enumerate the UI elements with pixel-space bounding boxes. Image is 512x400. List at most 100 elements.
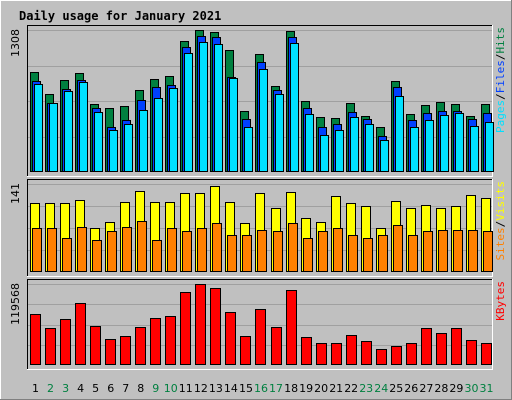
bar-sites-day-8: [137, 221, 147, 272]
bar-pages-day-12-rect: [199, 42, 208, 172]
bar-kbytes-day-4-rect: [75, 303, 86, 365]
bar-sites-day-28: [438, 230, 448, 272]
panel-max-label: 141: [9, 183, 22, 204]
day-label-21: 21: [329, 382, 343, 395]
bar-sites-day-30: [468, 230, 478, 272]
bar-kbytes-day-7-rect: [120, 336, 131, 365]
panel-kbytes: 119568 KBytes: [9, 279, 507, 370]
bar-pages-day-21: [335, 130, 344, 172]
panel-max-label: 119568: [9, 283, 22, 325]
bar-sites-day-13: [212, 223, 222, 272]
bar-sites-day-17: [273, 231, 283, 272]
legend-entry: Visits: [494, 181, 507, 221]
bar-kbytes-day-28-rect: [436, 333, 447, 365]
bar-sites-day-29-rect: [453, 230, 463, 272]
bar-pages-day-11-rect: [184, 53, 193, 172]
bar-kbytes-day-13-rect: [210, 288, 221, 365]
bar-pages-day-22: [350, 117, 359, 172]
bar-sites-day-27: [423, 231, 433, 272]
bar-sites-day-17-rect: [273, 231, 283, 272]
day-label-5: 5: [92, 382, 99, 395]
bar-pages-day-10: [169, 88, 178, 172]
bar-kbytes-day-12-rect: [195, 284, 206, 365]
day-label-28: 28: [434, 382, 448, 395]
bar-kbytes-day-18: [286, 290, 297, 365]
bar-pages-day-6: [109, 130, 118, 172]
bar-pages-day-13-rect: [214, 44, 223, 172]
bar-sites-day-22-rect: [348, 235, 358, 272]
bar-sites-day-6-rect: [107, 231, 117, 272]
bar-kbytes-day-15: [240, 336, 251, 365]
day-label-17: 17: [269, 382, 283, 395]
bar-pages-day-31: [485, 122, 494, 172]
day-label-27: 27: [419, 382, 433, 395]
bar-kbytes-day-17-rect: [271, 327, 282, 365]
bar-pages-day-29-rect: [455, 113, 464, 172]
bar-pages-day-1: [34, 84, 43, 172]
day-label-6: 6: [107, 382, 114, 395]
bar-pages-day-30: [470, 126, 479, 172]
bar-kbytes-day-10: [165, 316, 176, 365]
bar-pages-day-15: [244, 127, 253, 172]
bar-pages-day-5: [94, 112, 103, 172]
day-label-25: 25: [389, 382, 403, 395]
day-label-29: 29: [449, 382, 463, 395]
day-label-13: 13: [209, 382, 223, 395]
day-label-26: 26: [404, 382, 418, 395]
legend-entry: Pages: [494, 100, 507, 133]
bar-kbytes-day-31: [481, 343, 492, 365]
bar-kbytes-day-22: [346, 335, 357, 365]
bar-pages-day-4-rect: [79, 82, 88, 172]
bar-kbytes-day-23-rect: [361, 341, 372, 365]
day-label-19: 19: [299, 382, 313, 395]
bar-kbytes-day-26-rect: [406, 343, 417, 365]
bar-pages-day-16: [259, 69, 268, 172]
bar-sites-day-14: [227, 235, 237, 272]
day-label-16: 16: [254, 382, 268, 395]
bar-pages-day-15-rect: [244, 127, 253, 172]
bar-pages-day-28: [440, 115, 449, 172]
bar-sites-day-27-rect: [423, 231, 433, 272]
bar-sites-day-24: [378, 235, 388, 272]
bar-sites-day-19: [303, 238, 313, 272]
bar-kbytes-day-31-rect: [481, 343, 492, 365]
bar-sites-day-19-rect: [303, 238, 313, 272]
legend-entry: Hits: [494, 27, 507, 54]
bar-pages-day-27-rect: [425, 120, 434, 172]
bar-pages-day-28-rect: [440, 115, 449, 172]
bar-sites-day-26-rect: [408, 235, 418, 272]
bar-sites-day-1: [32, 228, 42, 272]
bar-sites-day-7: [122, 227, 132, 272]
bar-pages-day-12: [199, 42, 208, 172]
bar-pages-day-3-rect: [64, 91, 73, 172]
bar-kbytes-day-13: [210, 288, 221, 365]
bar-kbytes-day-21-rect: [331, 343, 342, 365]
bar-kbytes-day-14-rect: [225, 312, 236, 365]
bar-pages-day-5-rect: [94, 112, 103, 172]
bar-sites-day-5-rect: [92, 240, 102, 272]
chart-panels: 1308Pages/Files/Hits141Sites/Visits11956…: [9, 25, 507, 370]
bar-kbytes-day-16-rect: [255, 309, 266, 365]
day-label-30: 30: [465, 382, 479, 395]
bar-pages-day-25: [395, 96, 404, 172]
bar-kbytes-day-3: [60, 319, 71, 365]
day-label-18: 18: [284, 382, 298, 395]
bar-kbytes-day-27-rect: [421, 328, 432, 365]
bar-pages-day-26-rect: [410, 127, 419, 172]
bar-kbytes-day-28: [436, 333, 447, 365]
bar-kbytes-day-2-rect: [45, 328, 56, 365]
bar-pages-day-1-rect: [34, 84, 43, 172]
bar-pages-day-9: [154, 98, 163, 172]
bar-kbytes-day-9: [150, 318, 161, 365]
bar-pages-day-7: [124, 124, 133, 172]
legend-entry: /: [494, 54, 507, 61]
bar-kbytes-day-29-rect: [451, 328, 462, 365]
day-label-9: 9: [152, 382, 159, 395]
bar-sites-day-11: [182, 231, 192, 272]
bar-kbytes-day-2: [45, 328, 56, 365]
bar-pages-day-30-rect: [470, 126, 479, 172]
bar-pages-day-20: [320, 135, 329, 172]
bar-kbytes-day-5: [90, 326, 101, 365]
bar-sites-day-14-rect: [227, 235, 237, 272]
